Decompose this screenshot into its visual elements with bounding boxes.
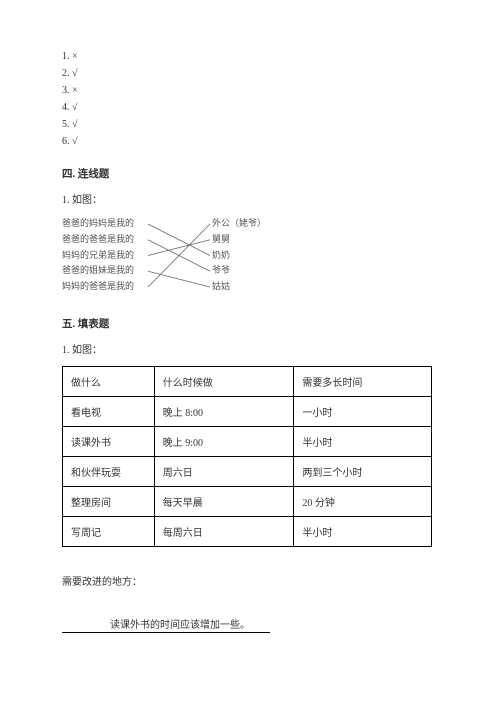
tf-item: 2. √ xyxy=(62,65,438,82)
match-right-item: 奶奶 xyxy=(212,248,266,264)
table-cell: 看电视 xyxy=(63,397,155,427)
table-header: 什么时候做 xyxy=(154,367,294,397)
match-right-item: 姑姑 xyxy=(212,279,266,295)
match-right-item: 外公（姥爷） xyxy=(212,216,266,232)
table-cell: 每周六日 xyxy=(154,517,294,547)
tf-num: 4. xyxy=(62,102,70,113)
section-4-q1: 1. 如图： xyxy=(62,191,438,206)
table-row: 读课外书 晚上 9:00 半小时 xyxy=(63,427,432,457)
tf-item: 1. × xyxy=(62,48,438,65)
match-left-item: 妈妈的爸爸是我的 xyxy=(62,279,134,295)
table-row: 看电视 晚上 8:00 一小时 xyxy=(63,397,432,427)
tf-num: 6. xyxy=(62,136,70,147)
table-cell: 20 分钟 xyxy=(294,487,432,517)
tf-num: 1. xyxy=(62,51,70,62)
table-row: 整理房间 每天早晨 20 分钟 xyxy=(63,487,432,517)
table-cell: 一小时 xyxy=(294,397,432,427)
table-cell: 两到三个小时 xyxy=(294,457,432,487)
table-header-row: 做什么 什么时候做 需要多长时间 xyxy=(63,367,432,397)
table-cell: 晚上 9:00 xyxy=(154,427,294,457)
table-cell: 整理房间 xyxy=(63,487,155,517)
table-cell: 半小时 xyxy=(294,517,432,547)
section-4-heading: 四. 连线题 xyxy=(62,166,438,181)
tf-mark: √ xyxy=(72,136,78,147)
improvement-answer: 读课外书的时间应该增加一些。 xyxy=(62,616,270,633)
tf-item: 3. × xyxy=(62,82,438,99)
tf-num: 3. xyxy=(62,85,70,96)
table-cell: 写周记 xyxy=(63,517,155,547)
table-cell: 周六日 xyxy=(154,457,294,487)
tf-num: 2. xyxy=(62,68,70,79)
table-row: 写周记 每周六日 半小时 xyxy=(63,517,432,547)
match-left-item: 爸爸的妈妈是我的 xyxy=(62,216,134,232)
tf-mark: √ xyxy=(72,119,78,130)
table-cell: 晚上 8:00 xyxy=(154,397,294,427)
tf-item: 5. √ xyxy=(62,116,438,133)
matching-left-column: 爸爸的妈妈是我的 爸爸的爸爸是我的 妈妈的兄弟是我的 爸爸的姐妹是我的 妈妈的爸… xyxy=(62,216,134,295)
tf-mark: × xyxy=(72,85,78,96)
match-right-item: 爷爷 xyxy=(212,263,266,279)
match-left-item: 爸爸的爸爸是我的 xyxy=(62,232,134,248)
matching-right-column: 外公（姥爷） 舅舅 奶奶 爷爷 姑姑 xyxy=(212,216,266,295)
tf-mark: × xyxy=(72,51,78,62)
table-cell: 半小时 xyxy=(294,427,432,457)
match-right-item: 舅舅 xyxy=(212,232,266,248)
table-row: 和伙伴玩耍 周六日 两到三个小时 xyxy=(63,457,432,487)
schedule-table: 做什么 什么时候做 需要多长时间 看电视 晚上 8:00 一小时 读课外书 晚上… xyxy=(62,366,432,547)
tf-num: 5. xyxy=(62,119,70,130)
table-cell: 和伙伴玩耍 xyxy=(63,457,155,487)
tf-item: 4. √ xyxy=(62,99,438,116)
improvement-label: 需要改进的地方： xyxy=(62,573,438,588)
table-header: 做什么 xyxy=(63,367,155,397)
tf-item: 6. √ xyxy=(62,133,438,150)
table-cell: 读课外书 xyxy=(63,427,155,457)
true-false-list: 1. × 2. √ 3. × 4. √ 5. √ 6. √ xyxy=(62,48,438,150)
table-header: 需要多长时间 xyxy=(294,367,432,397)
match-left-item: 妈妈的兄弟是我的 xyxy=(62,248,134,264)
match-left-item: 爸爸的姐妹是我的 xyxy=(62,263,134,279)
tf-mark: √ xyxy=(72,102,78,113)
tf-mark: √ xyxy=(72,68,78,79)
matching-diagram: 爸爸的妈妈是我的 爸爸的爸爸是我的 妈妈的兄弟是我的 爸爸的姐妹是我的 妈妈的爸… xyxy=(62,216,322,306)
table-cell: 每天早晨 xyxy=(154,487,294,517)
section-5-q1: 1. 如图： xyxy=(62,341,438,356)
section-5-heading: 五. 填表题 xyxy=(62,316,438,331)
